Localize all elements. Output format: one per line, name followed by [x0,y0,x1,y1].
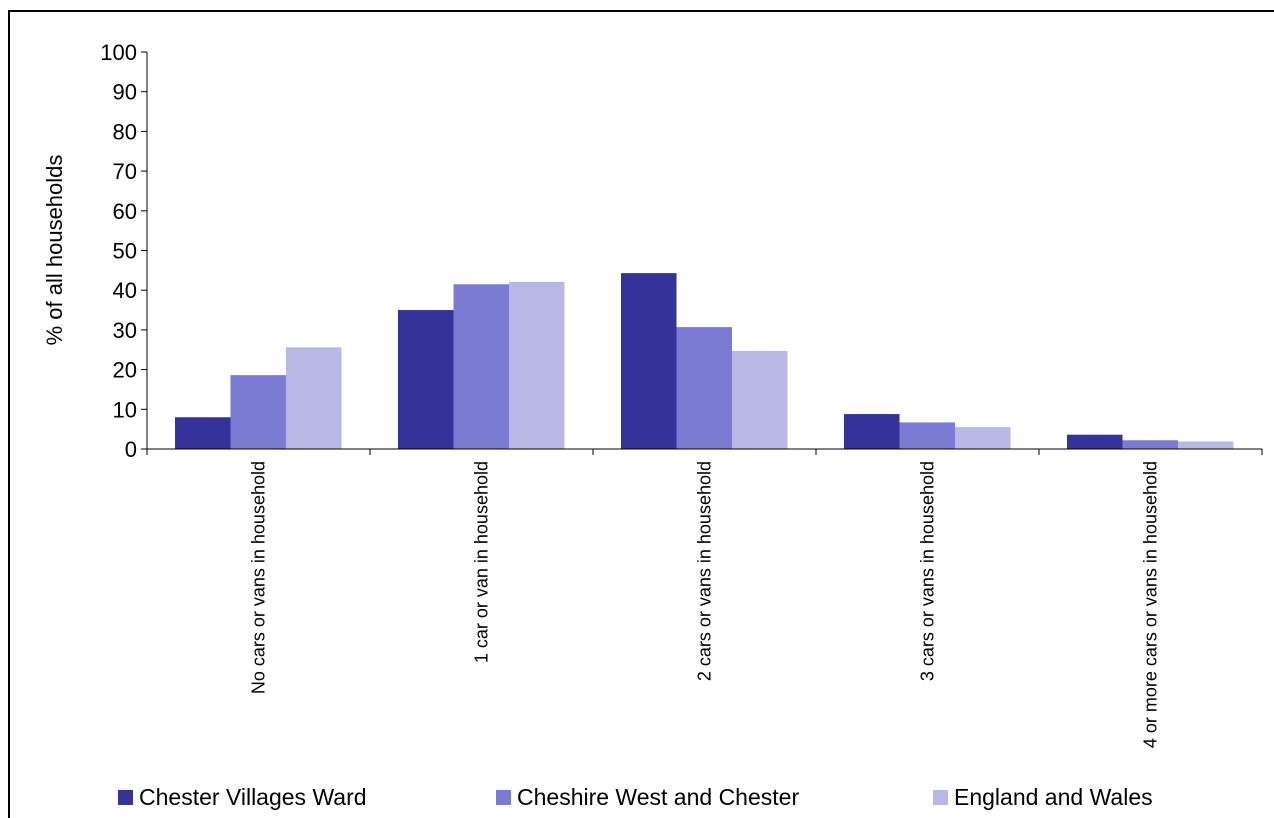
y-tick-label: 80 [113,119,137,144]
y-tick-label: 70 [113,159,137,184]
y-tick-label: 100 [100,40,137,65]
x-axis-ticks: No cars or vans in household 1 car or van… [146,449,1263,748]
legend-swatch [933,789,948,805]
x-category-label: 2 cars or vans in household [695,461,715,681]
bar-1-4 [844,414,900,449]
bar-3-5 [1178,441,1234,449]
y-tick-label: 10 [113,397,137,422]
legend-label: Cheshire West and Chester [517,783,800,810]
bar-1-5 [1067,434,1123,449]
y-tick-label: 20 [113,358,137,383]
chart-frame [8,10,1274,818]
legend-swatch [118,789,133,805]
y-axis-ticks: 0 10 20 30 40 50 60 70 80 90 100 [100,40,147,462]
bar-2-4 [899,422,955,449]
bar-1-3 [621,273,677,449]
bars [175,273,1234,449]
bar-3-2 [509,281,565,449]
bar-3-1 [286,347,342,449]
bar-3-3 [732,350,788,449]
y-tick-label: 60 [113,199,137,224]
bar-2-2 [453,284,509,449]
y-tick-label: 90 [113,80,137,105]
legend-item-cheshire-west-and-chester: Cheshire West and Chester [496,782,799,812]
legend-swatch [496,789,511,805]
bar-3-4 [955,427,1011,449]
bar-2-5 [1122,440,1178,449]
bar-2-1 [230,375,286,449]
bar-1-2 [398,310,454,449]
y-tick-label: 0 [125,437,137,462]
bar-1-1 [175,417,231,449]
y-tick-label: 50 [113,239,137,264]
x-category-label: No cars or vans in household [249,461,269,694]
y-tick-label: 30 [113,318,137,343]
legend-label: England and Wales [954,783,1153,810]
x-category-label: 3 cars or vans in household [918,461,938,681]
legend-label: Chester Villages Ward [139,783,367,810]
legend-item-chester-villages-ward: Chester Villages Ward [118,782,367,812]
x-category-label: 4 or more cars or vans in household [1141,461,1161,748]
x-category-label: 1 car or van in household [472,461,492,663]
legend-item-england-and-wales: England and Wales [933,782,1153,812]
y-tick-label: 40 [113,278,137,303]
bar-2-3 [676,327,732,449]
y-axis-label: % of all households [42,155,67,346]
